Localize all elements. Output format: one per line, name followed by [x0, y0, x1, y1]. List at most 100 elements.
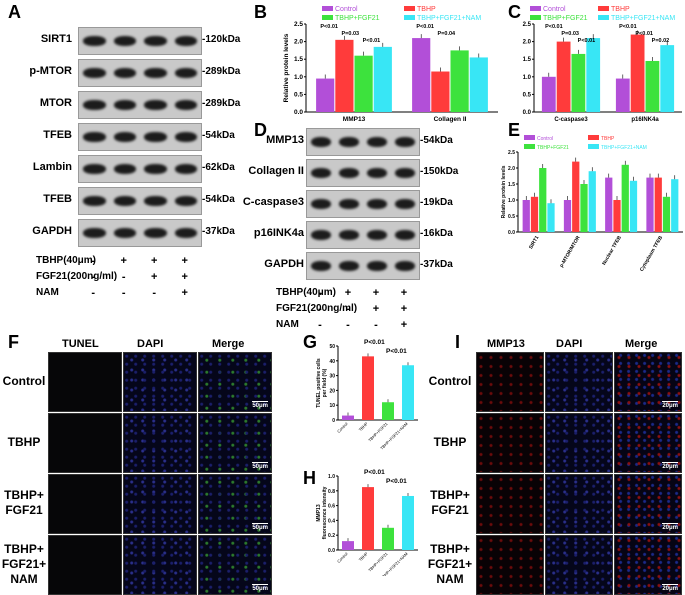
blot-row-label: C-caspase3 — [242, 196, 304, 208]
micrograph-image: 50μm — [198, 474, 272, 534]
micrograph-row-label: Control — [428, 373, 472, 388]
p-value-annotation: P<0.01 — [364, 469, 385, 476]
micrograph-image — [48, 413, 122, 473]
treatment-sign: - — [346, 319, 350, 331]
micrograph-image — [476, 474, 544, 534]
blot-band — [311, 198, 331, 210]
legend-swatch — [322, 6, 333, 11]
bar — [541, 76, 556, 112]
blot-band — [311, 167, 331, 179]
blot-band — [113, 67, 136, 79]
blot-row-label: p16INK4a — [253, 227, 304, 239]
treatment-label: NAM — [276, 319, 299, 330]
micrograph-column-header: DAPI — [556, 338, 583, 350]
blot-strip — [306, 128, 420, 156]
treatment-sign: - — [91, 271, 96, 283]
p-value-annotation: P<0.01 — [386, 348, 407, 355]
y-tick-label: 0.5 — [508, 214, 515, 220]
y-axis-label: MMP13 — [316, 504, 322, 521]
y-axis-label: Relative protein levels — [283, 33, 290, 102]
y-tick-label: 0.2 — [328, 533, 335, 539]
blot-row-label: TFEB — [43, 129, 72, 141]
panel-label-e: E — [508, 120, 521, 140]
legend-entry: Control — [543, 6, 566, 13]
bar — [615, 78, 630, 112]
bar — [580, 184, 588, 232]
category-label: p-MTOR/MTOR — [559, 235, 582, 269]
treatment-sign: + — [344, 287, 352, 299]
blot-strip — [78, 187, 202, 215]
bar — [335, 39, 354, 113]
micrograph-image — [123, 474, 197, 534]
y-tick-label: 0 — [332, 418, 335, 424]
micrograph-image — [476, 535, 544, 595]
y-tick-label: 20 — [329, 388, 335, 394]
treatment-sign: + — [120, 255, 127, 267]
treatment-sign: + — [181, 255, 188, 267]
y-tick-label: 1.0 — [294, 74, 303, 81]
treatment-sign: - — [318, 287, 322, 299]
blot-band — [367, 136, 387, 148]
scale-bar: 20μm — [662, 523, 678, 531]
y-tick-label: 0.0 — [523, 110, 532, 116]
blot-strip — [78, 91, 202, 119]
p-value-annotation: P<0.01 — [545, 24, 563, 30]
legend-swatch — [530, 15, 541, 20]
y-tick-label: 1.0 — [328, 474, 335, 480]
y-tick-label: 2.5 — [523, 22, 532, 28]
p-value-annotation: P<0.01 — [320, 24, 338, 30]
y-tick-label: 0.5 — [523, 92, 532, 98]
blot-band — [113, 131, 136, 143]
scale-bar: 20μm — [662, 401, 678, 409]
y-tick-label: 0.8 — [328, 489, 335, 495]
blot-band — [339, 167, 359, 179]
legend-swatch — [588, 144, 599, 149]
scale-bar-line — [252, 401, 268, 402]
p-value-annotation: P<0.01 — [364, 339, 385, 346]
blot-strip — [306, 159, 420, 187]
p-value-annotation: P<0.01 — [619, 24, 637, 30]
scale-bar-label: 20μm — [662, 464, 678, 470]
blot-band — [339, 260, 359, 272]
micrograph-image — [545, 413, 613, 473]
scale-bar: 20μm — [662, 584, 678, 592]
micrograph-image — [545, 474, 613, 534]
category-label: TBHP — [358, 421, 369, 432]
bar — [469, 57, 488, 112]
blot-row-label: Collagen II — [248, 165, 304, 177]
blot-row-label: Lambin — [32, 161, 72, 173]
blot-row-label: GAPDH — [264, 258, 304, 270]
category-label: TBHP — [358, 551, 369, 562]
y-tick-label: 2.5 — [508, 150, 515, 156]
blot-band — [174, 99, 197, 111]
micrograph-row-label: TBHP+ FGF21+ NAM — [427, 541, 473, 586]
blot-kda-label: -54kDa — [420, 135, 453, 146]
treatment-sign: - — [152, 287, 157, 299]
y-tick-label: 0.0 — [294, 109, 303, 116]
category-label: MMP13 — [343, 116, 366, 123]
treatment-sign: - — [318, 303, 322, 315]
micrograph-image: 20μm — [614, 413, 682, 473]
bar — [402, 365, 414, 420]
blot-band — [83, 35, 106, 47]
y-tick-label: 2.0 — [294, 39, 303, 46]
treatment-sign: - — [374, 319, 378, 331]
bar — [362, 356, 374, 420]
panel-label-g: G — [303, 332, 318, 352]
bar — [373, 46, 392, 112]
legend-entry: TBHP+FGF21+NAM — [611, 15, 675, 22]
micrograph-image: 20μm — [614, 474, 682, 534]
treatment-sign: + — [151, 255, 158, 267]
micrograph-image — [123, 352, 197, 412]
bar — [662, 196, 671, 232]
panel-label-f: F — [8, 332, 19, 352]
bar — [621, 164, 629, 232]
treatment-sign: - — [346, 303, 350, 315]
p-value-annotation: P=0.04 — [438, 31, 457, 37]
p-value-annotation: P<0.01 — [363, 38, 381, 44]
blot-strip — [306, 252, 420, 280]
y-tick-label: 1.5 — [508, 182, 515, 188]
blot-band — [144, 35, 167, 47]
y-tick-label: 2.5 — [294, 21, 303, 28]
category-label: Cytoplasm TFEB — [639, 235, 664, 272]
